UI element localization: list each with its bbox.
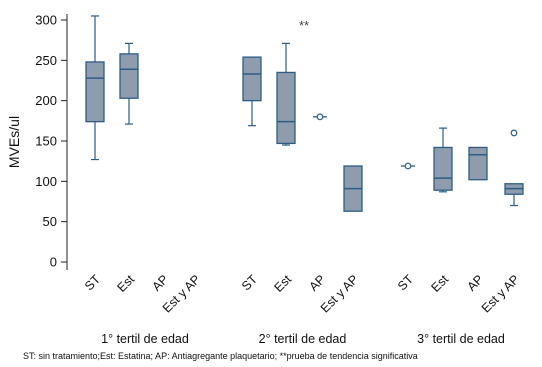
box-iqr [85,61,105,123]
box-plots [85,15,524,212]
outlier-point [316,113,324,121]
y-ticks: 0 50 100 150 200 250 300 [35,13,67,270]
footnote: ST: sin tratamiento;Est: Estatina; AP: A… [23,351,418,361]
y-tick-label: 50 [43,214,57,229]
outlier-point [404,162,412,170]
significance-annotation: ** [299,18,309,33]
y-tick-label: 200 [35,93,57,108]
group3-ap-label: AP [464,272,486,294]
box-iqr [242,56,262,102]
group3-ap-box [468,146,488,181]
y-tick-label: 100 [35,174,57,189]
group3-est-box [433,127,453,193]
group3-est-y-ap-box [504,129,524,207]
y-tick-label: 300 [35,13,57,28]
group2-est-y-ap-box [343,165,363,212]
group2-st-label: ST [239,272,260,293]
group-label-2: 2° tertil de edad [259,332,347,346]
group2-est-box [276,42,296,146]
y-axis: 0 50 100 150 200 250 300 MVEs/ul [6,13,68,270]
group2-ap-label: AP [306,272,328,294]
group3-est-label: Est [428,272,451,295]
group1-st-box [85,15,105,161]
group1-est-box [119,42,139,125]
group-label-3: 3° tertil de edad [417,332,505,346]
group-label-1: 1° tertil de edad [101,332,189,346]
group2-st-box [242,56,262,127]
y-tick-label: 250 [35,53,57,68]
group3-st-box [401,162,415,170]
outlier-point [510,129,518,137]
group1-ap-label: AP [149,272,171,294]
box-iqr [433,146,453,191]
group2-ap-box [313,113,327,121]
group1-st-label: ST [82,272,103,293]
group3-est-y-ap-label: Est y AP [479,272,522,315]
y-axis-title: MVEs/ul [6,116,22,168]
y-tick-label: 150 [35,134,57,149]
group-labels: 1° tertil de edad 2° tertil de edad 3° ter… [101,332,505,346]
box-iqr [119,53,139,99]
box-iqr [468,146,488,181]
box-iqr [276,71,296,145]
group2-est-label: Est [271,272,294,295]
y-tick-label: 0 [50,255,57,270]
group3-st-label: ST [395,272,416,293]
group1-est-label: Est [114,272,137,295]
